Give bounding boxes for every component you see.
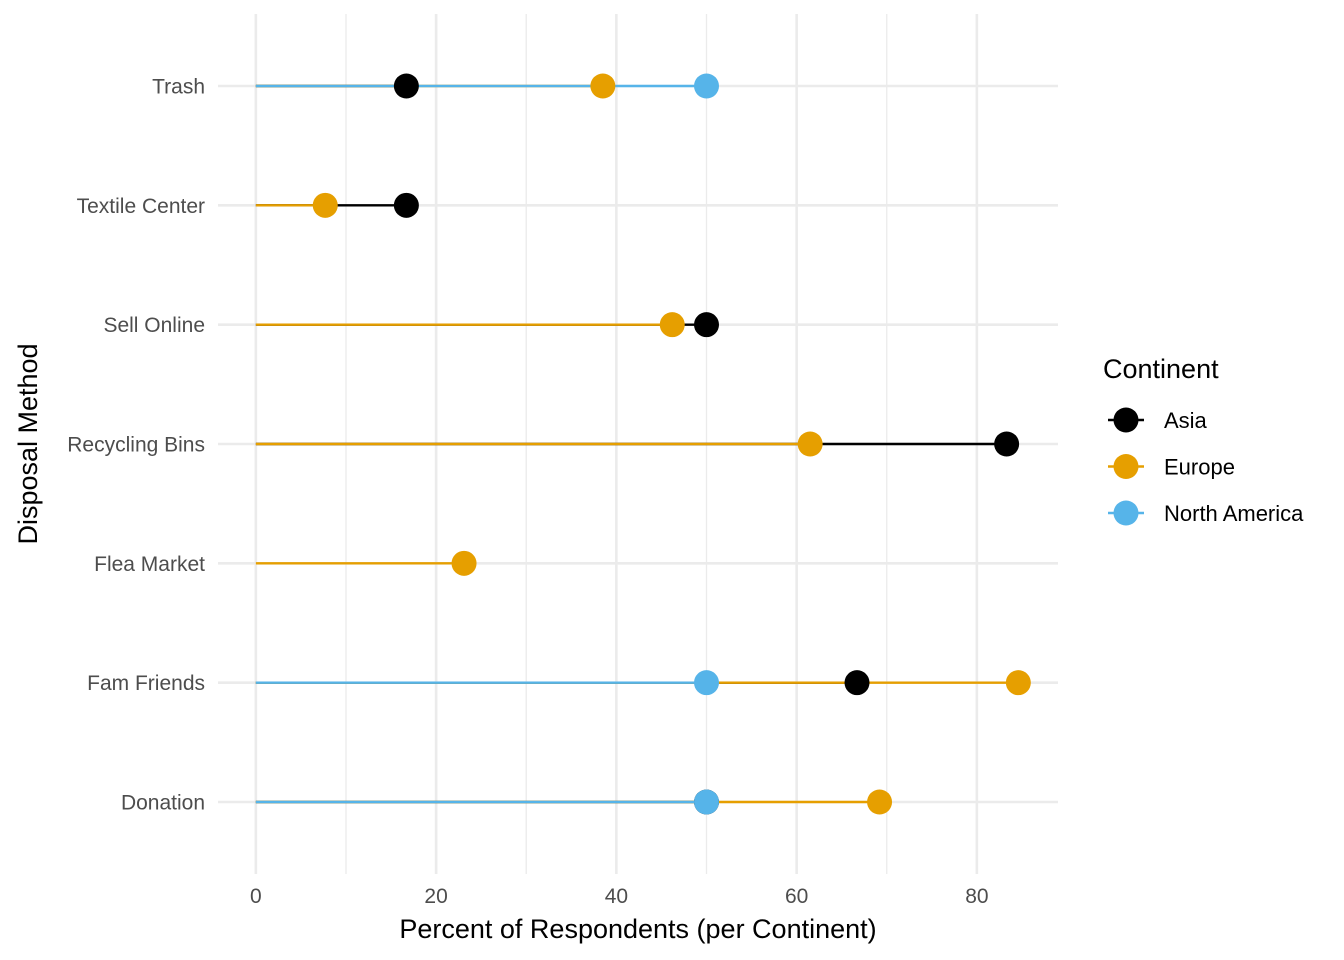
point-europe bbox=[590, 73, 616, 99]
legend-key-point bbox=[1113, 500, 1139, 526]
y-tick-label: Fam Friends bbox=[87, 672, 205, 695]
y-axis-tick-labels: Trash Textile Center Sell Online Recycling … bbox=[67, 76, 205, 815]
x-axis-tick-labels: 0 20 40 60 80 bbox=[250, 885, 989, 908]
point-north-america bbox=[693, 670, 719, 696]
y-tick-label: Flea Market bbox=[94, 553, 205, 576]
legend-item-north-america: North America bbox=[1108, 500, 1304, 526]
point-north-america bbox=[693, 73, 719, 99]
y-tick-label: Recycling Bins bbox=[67, 434, 205, 457]
lollipop-points bbox=[312, 73, 1031, 815]
x-tick-label: 80 bbox=[965, 885, 988, 908]
point-asia bbox=[393, 73, 419, 99]
legend-key-point bbox=[1113, 454, 1139, 479]
point-europe bbox=[1005, 670, 1031, 696]
point-europe bbox=[312, 192, 338, 218]
legend-title: Continent bbox=[1103, 354, 1219, 384]
legend-item-europe: Europe bbox=[1108, 454, 1235, 480]
point-europe bbox=[867, 789, 893, 815]
x-axis-title: Percent of Respondents (per Continent) bbox=[399, 914, 876, 944]
x-tick-label: 60 bbox=[785, 885, 808, 908]
x-tick-label: 20 bbox=[424, 885, 447, 908]
legend-label: North America bbox=[1164, 501, 1304, 526]
y-tick-label: Donation bbox=[121, 792, 205, 815]
legend-label: Europe bbox=[1164, 455, 1235, 480]
y-tick-label: Textile Center bbox=[77, 195, 205, 218]
point-asia bbox=[393, 192, 419, 218]
point-europe bbox=[659, 312, 685, 338]
legend-label: Asia bbox=[1164, 408, 1208, 433]
point-europe bbox=[797, 431, 823, 457]
legend-items: Asia Europe North America bbox=[1108, 407, 1304, 526]
legend-item-asia: Asia bbox=[1108, 407, 1208, 433]
lollipop-stems bbox=[255, 84, 1019, 804]
y-tick-label: Sell Online bbox=[103, 314, 205, 337]
point-asia bbox=[844, 670, 870, 696]
point-asia bbox=[693, 312, 719, 338]
point-europe bbox=[451, 550, 477, 576]
y-tick-label: Trash bbox=[152, 76, 205, 99]
point-north-america bbox=[693, 789, 719, 815]
x-tick-label: 0 bbox=[250, 885, 262, 908]
legend: Continent Asia Europe North America bbox=[1103, 354, 1304, 526]
y-axis-title: Disposal Method bbox=[13, 343, 43, 544]
x-tick-label: 40 bbox=[605, 885, 628, 908]
legend-key-point bbox=[1113, 407, 1139, 433]
point-asia bbox=[994, 431, 1020, 457]
